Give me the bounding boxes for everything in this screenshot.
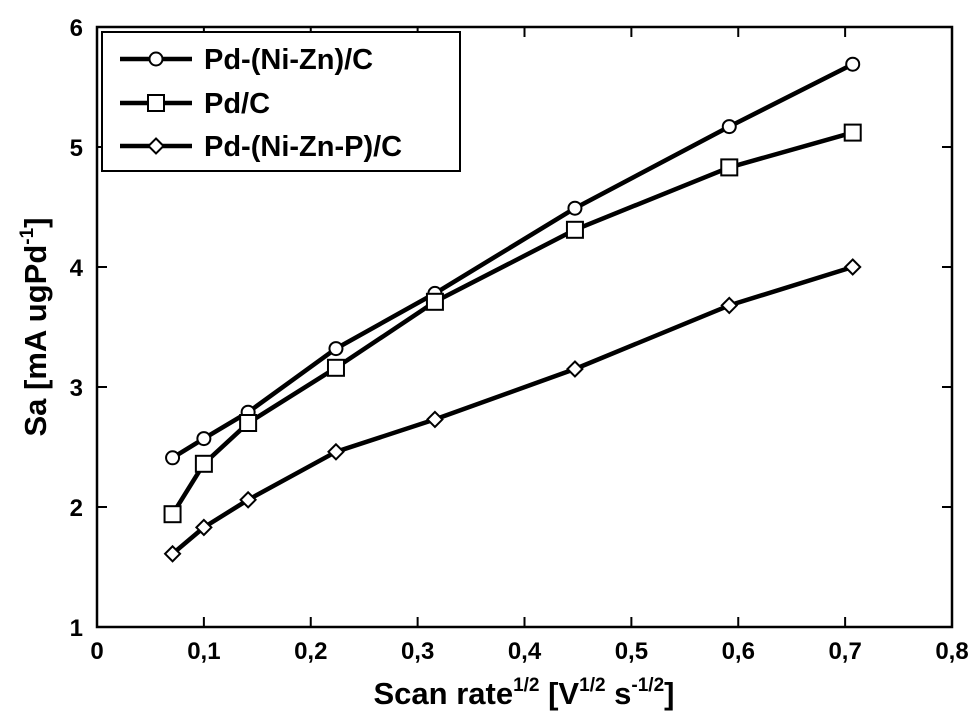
y-axis-title: Sa [mA ugPd-1] (17, 218, 53, 437)
data-point-diamond (566, 360, 584, 378)
legend-label-diamond: Pd-(Ni-Zn-P)/C (204, 131, 402, 163)
data-point-circle (845, 56, 861, 72)
series-line-diamond (171, 264, 854, 556)
series-line-circle (171, 62, 854, 460)
y-tick-label: 4 (70, 255, 84, 282)
data-point-square (326, 358, 345, 377)
data-point-diamond (720, 296, 739, 315)
legend: Pd-(Ni-Zn)/C Pd/C Pd-(Ni-Zn-P)/C (101, 31, 461, 172)
data-point-circle (721, 119, 737, 135)
y-tick-label: 3 (70, 375, 83, 402)
x-tick-label: 0,2 (294, 638, 327, 665)
data-point-diamond (163, 544, 182, 563)
series-square (163, 123, 862, 524)
data-point-square (239, 414, 258, 432)
legend-entry-square: Pd/C (120, 88, 270, 120)
data-point-diamond (194, 518, 213, 537)
data-point-square (565, 220, 584, 239)
x-tick-label: 0,4 (508, 638, 542, 665)
data-point-diamond (239, 490, 258, 509)
x-tick-label: 0,7 (828, 638, 861, 665)
y-tick-label: 1 (70, 615, 83, 642)
series-diamond (163, 258, 862, 563)
data-point-square (720, 158, 739, 177)
legend-entry-circle: Pd-(Ni-Zn)/C (120, 44, 373, 76)
data-point-diamond (327, 442, 345, 461)
legend-marker-square (147, 94, 165, 112)
data-point-circle (165, 450, 181, 466)
series-line-square (170, 130, 854, 516)
series-circle (165, 56, 861, 466)
legend-entry-diamond: Pd-(Ni-Zn-P)/C (120, 131, 402, 163)
data-point-circle (328, 341, 344, 357)
data-point-diamond (426, 410, 444, 429)
legend-entries: Pd-(Ni-Zn)/C Pd/C Pd-(Ni-Zn-P)/C (120, 44, 402, 163)
data-point-square (843, 123, 862, 142)
x-tick-label: 0,5 (615, 638, 648, 665)
x-axis-title: Scan rate1/2 [V1/2 s-1/2] (374, 675, 675, 711)
legend-marker-circle (148, 51, 164, 67)
data-point-diamond (843, 258, 862, 276)
x-tick-label: 0,3 (401, 638, 434, 665)
y-tick-label: 2 (70, 495, 83, 522)
data-point-square (194, 454, 213, 473)
x-tick-label: 0,6 (722, 638, 755, 665)
x-tick-label: 0,8 (935, 638, 968, 665)
data-point-circle (196, 431, 212, 447)
series-layer (163, 56, 862, 563)
legend-marker-diamond (147, 137, 165, 155)
y-tick-label: 6 (70, 15, 83, 42)
data-point-square (425, 292, 444, 311)
x-tick-label: 0,1 (187, 638, 220, 665)
data-point-square (163, 505, 182, 524)
y-tick-label: 5 (70, 135, 83, 162)
legend-label-square: Pd/C (204, 88, 270, 120)
data-point-circle (567, 200, 583, 216)
legend-label-circle: Pd-(Ni-Zn)/C (204, 44, 373, 76)
x-tick-label: 0 (90, 638, 103, 665)
ticks-layer: 0 0,1 0,2 0,3 0,4 0,5 0,6 0,7 0,8 1 2 3 4 5 6 (70, 15, 969, 665)
